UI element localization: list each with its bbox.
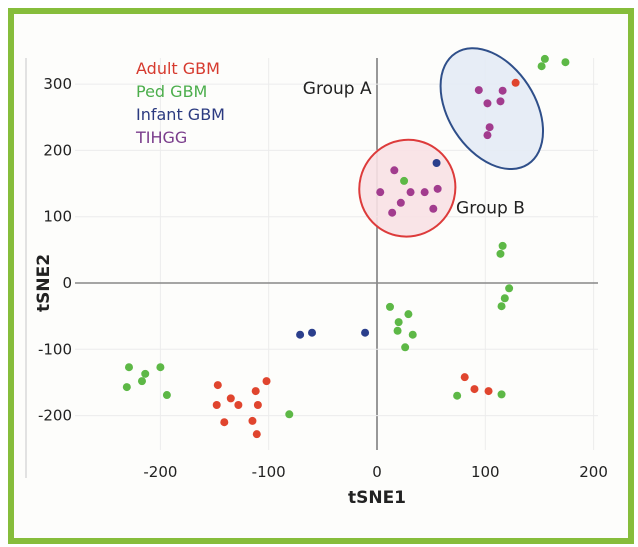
x-tick-label: 0 xyxy=(372,463,382,481)
point-tihgg xyxy=(420,188,429,197)
grid-lines xyxy=(75,58,598,450)
y-axis-title: tSNE2 xyxy=(34,254,54,312)
point-ped-gbm xyxy=(408,330,417,339)
point-ped-gbm xyxy=(498,241,507,250)
point-tihgg xyxy=(390,166,399,175)
point-ped-gbm xyxy=(141,369,150,378)
y-tick-label: 300 xyxy=(43,75,72,93)
point-adult-gbm xyxy=(252,430,261,439)
point-tihgg xyxy=(485,123,494,132)
x-tick-label: 100 xyxy=(471,463,500,481)
point-adult-gbm xyxy=(212,400,221,409)
point-adult-gbm xyxy=(226,394,235,403)
point-ped-gbm xyxy=(137,377,146,386)
point-ped-gbm xyxy=(505,284,514,293)
x-tick-label: -200 xyxy=(143,463,177,481)
point-ped-gbm xyxy=(400,176,409,185)
point-ped-gbm xyxy=(393,326,402,335)
point-tihgg xyxy=(396,198,405,207)
y-tick-label: 200 xyxy=(43,141,72,159)
legend-entry-infant-gbm: Infant GBM xyxy=(136,105,225,124)
point-ped-gbm xyxy=(497,390,506,399)
point-tihgg xyxy=(429,204,438,213)
point-ped-gbm xyxy=(561,58,570,67)
point-tihgg xyxy=(433,184,442,193)
legend: Adult GBM Ped GBM Infant GBM TIHGG xyxy=(135,59,225,147)
point-ped-gbm xyxy=(537,62,546,71)
point-ped-gbm xyxy=(540,54,549,63)
y-tick-label: 0 xyxy=(62,274,72,292)
point-tihgg xyxy=(388,208,397,217)
point-adult-gbm xyxy=(234,400,243,409)
point-ped-gbm xyxy=(394,318,403,327)
point-tihgg xyxy=(406,188,415,197)
group-annotations: Group A Group B xyxy=(303,47,545,238)
tick-labels: -200 -100 0 100 200 -200 -100 0 100 200 300 xyxy=(38,75,608,481)
y-tick-label: -100 xyxy=(38,340,72,358)
point-tihgg xyxy=(376,188,385,197)
group-label: Group B xyxy=(456,198,525,218)
point-adult-gbm xyxy=(470,385,479,394)
group-ellipse xyxy=(439,47,545,171)
x-tick-label: 200 xyxy=(579,463,608,481)
point-ped-gbm xyxy=(124,363,133,372)
point-adult-gbm xyxy=(253,400,262,409)
x-axis-title: tSNE1 xyxy=(348,488,406,508)
point-tihgg xyxy=(483,131,492,140)
point-ped-gbm xyxy=(285,410,294,419)
legend-entry-adult-gbm: Adult GBM xyxy=(136,59,220,78)
point-adult-gbm xyxy=(213,381,222,390)
point-infant-gbm xyxy=(308,328,317,337)
point-tihgg xyxy=(483,99,492,108)
legend-entry-tihgg: TIHGG xyxy=(135,128,187,147)
point-adult-gbm xyxy=(511,78,520,87)
point-adult-gbm xyxy=(262,377,271,386)
point-adult-gbm xyxy=(248,416,257,425)
y-tick-label: 100 xyxy=(43,208,72,226)
group-ellipse xyxy=(358,138,457,238)
point-infant-gbm xyxy=(432,158,441,167)
point-infant-gbm xyxy=(296,330,305,339)
point-ped-gbm xyxy=(162,391,171,400)
y-tick-label: -200 xyxy=(38,407,72,425)
x-tick-label: -100 xyxy=(252,463,286,481)
point-ped-gbm xyxy=(453,391,462,400)
point-ped-gbm xyxy=(385,302,394,311)
point-ped-gbm xyxy=(500,294,509,303)
point-adult-gbm xyxy=(484,387,493,396)
point-ped-gbm xyxy=(401,343,410,352)
group-label: Group A xyxy=(303,79,372,99)
point-ped-gbm xyxy=(496,249,505,258)
legend-entry-ped-gbm: Ped GBM xyxy=(136,82,207,101)
point-adult-gbm xyxy=(220,418,229,427)
point-adult-gbm xyxy=(460,373,469,382)
point-infant-gbm xyxy=(361,328,370,337)
point-ped-gbm xyxy=(497,302,506,311)
point-ped-gbm xyxy=(122,383,131,392)
point-adult-gbm xyxy=(251,387,260,396)
point-ped-gbm xyxy=(404,310,413,319)
point-tihgg xyxy=(498,86,507,95)
point-ped-gbm xyxy=(156,363,165,372)
point-tihgg xyxy=(474,86,483,95)
point-tihgg xyxy=(496,97,505,106)
data-points xyxy=(122,54,570,439)
